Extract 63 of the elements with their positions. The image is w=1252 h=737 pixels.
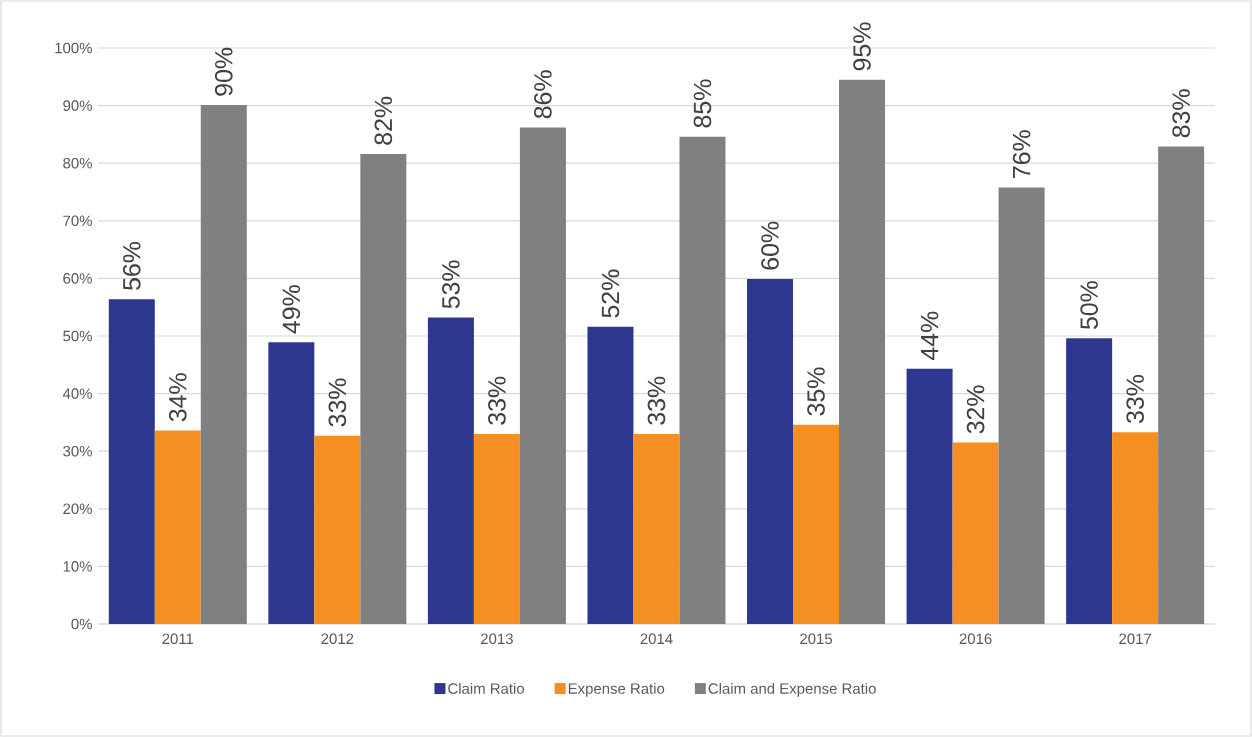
bar xyxy=(633,433,680,624)
y-tick-label: 60% xyxy=(63,273,92,284)
data-label: 35% xyxy=(807,367,825,416)
y-tick-label: 100% xyxy=(55,42,92,54)
x-tick-label: 2011 xyxy=(162,633,194,645)
data-label: 85% xyxy=(693,79,712,128)
legend-label: Claim Ratio xyxy=(448,682,525,694)
data-label: 60% xyxy=(761,221,779,270)
bar xyxy=(906,368,953,624)
data-label: 34% xyxy=(168,373,187,422)
bar xyxy=(473,433,520,624)
data-label: 83% xyxy=(1172,89,1190,138)
bar xyxy=(793,424,840,624)
bar xyxy=(314,435,361,624)
data-label: 53% xyxy=(442,260,460,309)
data-label: 50% xyxy=(1080,281,1098,330)
y-tick-label: 80% xyxy=(63,157,92,169)
y-tick-label: 10% xyxy=(63,561,92,572)
legend-label: Expense Ratio xyxy=(568,682,665,697)
y-tick-label: 20% xyxy=(63,503,92,515)
bar xyxy=(587,326,634,624)
data-label: 56% xyxy=(122,241,141,290)
x-tick-label: 2015 xyxy=(800,633,833,645)
x-tick-label: 2012 xyxy=(321,633,354,645)
bar xyxy=(519,127,566,624)
data-label: 90% xyxy=(214,47,233,96)
bar xyxy=(952,442,999,624)
bar xyxy=(360,153,407,624)
data-label: 33% xyxy=(328,378,347,427)
x-tick-label: 2013 xyxy=(481,633,513,645)
bar xyxy=(1066,338,1113,624)
y-tick-label: 0% xyxy=(71,618,92,630)
bar xyxy=(998,187,1045,624)
bar xyxy=(427,317,474,624)
bar xyxy=(679,136,726,624)
data-label: 49% xyxy=(282,285,301,334)
bar xyxy=(108,299,155,624)
y-tick-label: 30% xyxy=(63,445,92,457)
x-tick-label: 2016 xyxy=(959,633,992,645)
data-label: 32% xyxy=(966,385,985,434)
data-label: 95% xyxy=(853,22,871,71)
y-tick-label: 50% xyxy=(63,330,92,342)
data-label: 52% xyxy=(601,269,620,318)
data-label: 33% xyxy=(488,376,506,425)
data-label: 33% xyxy=(1126,375,1144,424)
bar xyxy=(747,278,794,624)
y-tick-label: 70% xyxy=(63,215,92,227)
data-label: 82% xyxy=(374,96,393,145)
y-tick-label: 90% xyxy=(63,100,92,111)
legend-label: Claim and Expense Ratio xyxy=(708,682,876,697)
bar xyxy=(154,430,201,624)
bar xyxy=(1158,146,1205,624)
x-tick-label: 2017 xyxy=(1119,633,1152,645)
data-label: 44% xyxy=(920,311,939,361)
bar xyxy=(839,79,886,624)
data-label: 33% xyxy=(647,376,666,425)
bar xyxy=(200,105,247,624)
y-tick-label: 40% xyxy=(62,388,92,399)
data-label: 86% xyxy=(534,70,552,119)
x-tick-label: 2014 xyxy=(640,633,673,645)
bar xyxy=(268,342,315,624)
bar xyxy=(1112,432,1159,624)
data-label: 76% xyxy=(1012,130,1031,178)
